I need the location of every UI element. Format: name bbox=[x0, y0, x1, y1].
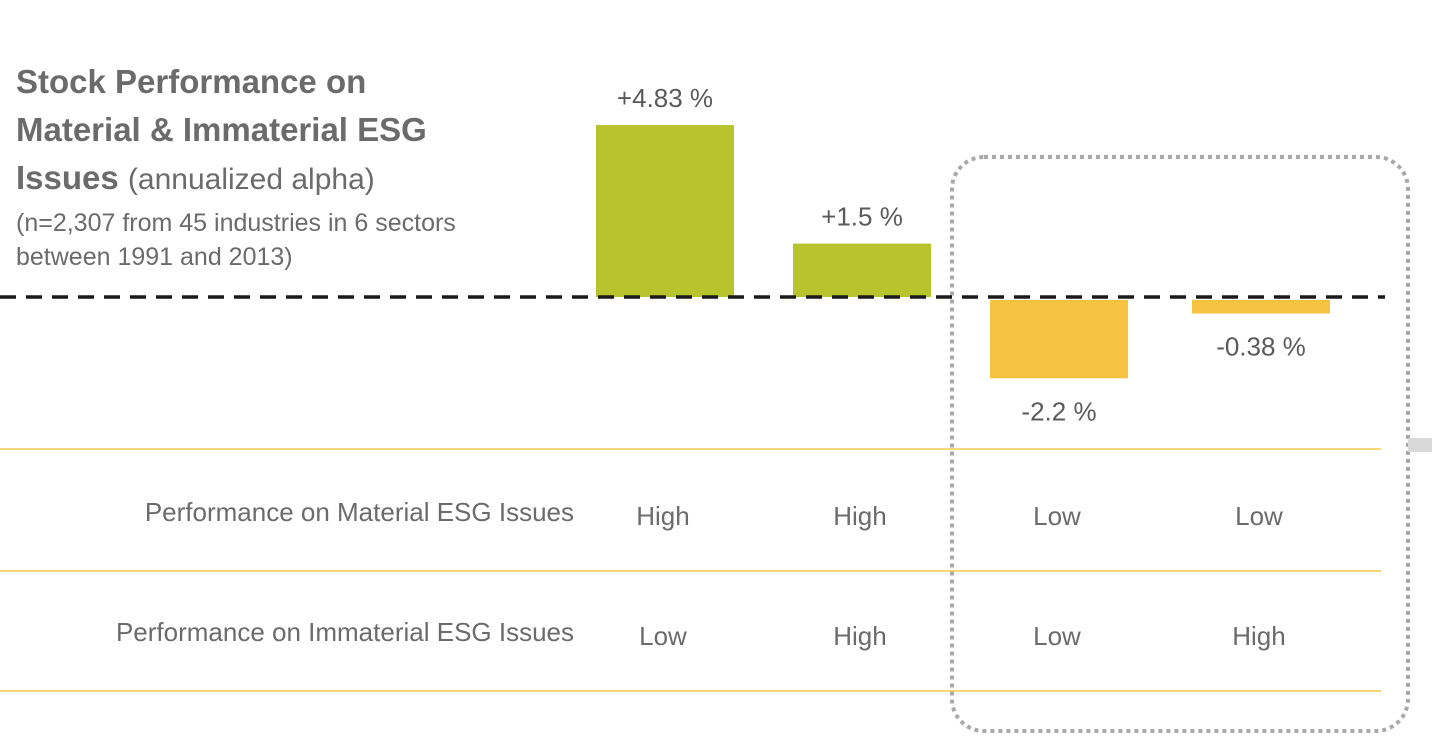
note-line-1: (n=2,307 from 45 industries in 6 sectors bbox=[16, 209, 456, 237]
chart-subtitle: (annualized alpha) bbox=[127, 163, 375, 196]
side-tab bbox=[1408, 438, 1432, 452]
row2-value-3: Low bbox=[1033, 621, 1081, 651]
title-line-3: Issues bbox=[16, 159, 119, 196]
bar-1 bbox=[596, 125, 734, 297]
row1-value-1: High bbox=[636, 501, 689, 531]
row2-value-1: Low bbox=[639, 621, 687, 651]
highlight-box bbox=[950, 155, 1410, 733]
title-line-1: Stock Performance on bbox=[16, 63, 367, 100]
data-label-2: +1.5 % bbox=[821, 202, 903, 232]
note-line-2: between 1991 and 2013) bbox=[16, 243, 293, 271]
row2-value-2: High bbox=[833, 621, 886, 651]
row1-value-3: Low bbox=[1033, 501, 1081, 531]
chart-title-block: Stock Performance on Material & Immateri… bbox=[16, 58, 576, 274]
data-label-3: -2.2 % bbox=[1021, 396, 1096, 426]
data-label-1: +4.83 % bbox=[617, 83, 713, 113]
data-label-4: -0.38 % bbox=[1216, 332, 1306, 362]
chart-title: Stock Performance on Material & Immateri… bbox=[16, 58, 576, 204]
bar-4 bbox=[1192, 300, 1330, 314]
chart-note: (n=2,307 from 45 industries in 6 sectors… bbox=[16, 206, 576, 274]
bar-3 bbox=[990, 300, 1128, 379]
row1-value-2: High bbox=[833, 501, 886, 531]
row1-value-4: Low bbox=[1235, 501, 1283, 531]
title-line-2: Material & Immaterial ESG bbox=[16, 111, 427, 148]
bar-2 bbox=[793, 243, 931, 297]
row2-value-4: High bbox=[1232, 621, 1285, 651]
row-label-material: Performance on Material ESG Issues bbox=[144, 497, 574, 527]
row-label-immaterial: Performance on Immaterial ESG Issues bbox=[115, 617, 574, 647]
